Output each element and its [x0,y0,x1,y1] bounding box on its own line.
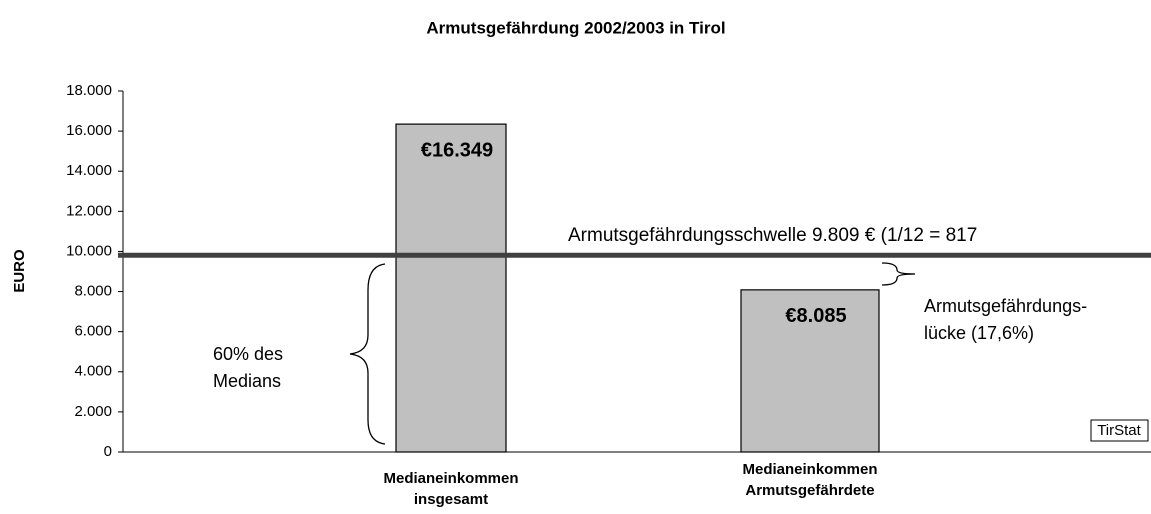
brace [881,262,916,286]
annotation: 60% des [213,344,283,364]
brace [349,263,386,445]
source-box [1090,419,1149,442]
annotation: lücke (17,6%) [924,323,1034,343]
annotation: Armutsgefährdungs- [924,296,1087,316]
x-tick-label: insgesamt [414,491,488,508]
source-label: TirStat [1097,422,1141,439]
x-tick-label: Medianeinkommen [742,461,877,478]
x-tick-label: Armutsgefährdete [745,482,874,499]
y-tick-label: 16.000 [66,122,112,139]
data-label: €16.349 [421,139,493,161]
y-tick-label: 4.000 [74,363,112,380]
data-label: €8.085 [785,305,846,327]
bar [395,123,507,453]
y-tick-label: 2.000 [74,403,112,420]
y-tick-label: 10.000 [66,242,112,259]
annotation: Medians [213,371,281,391]
y-tick-label: 6.000 [74,323,112,340]
y-tick-label: 8.000 [74,283,112,300]
chart-title: Armutsgefährdung 2002/2003 in Tirol [426,18,725,37]
y-axis-label: EURO [11,249,28,293]
bar [740,289,880,453]
y-tick-label: 18.000 [66,82,112,99]
threshold-label: Armutsgefährdungsschwelle 9.809 € (1/12 … [568,225,977,246]
y-tick-label: 0 [104,443,112,460]
x-tick-label: Medianeinkommen [383,470,518,487]
y-tick-label: 14.000 [66,162,112,179]
y-tick-label: 12.000 [66,202,112,219]
